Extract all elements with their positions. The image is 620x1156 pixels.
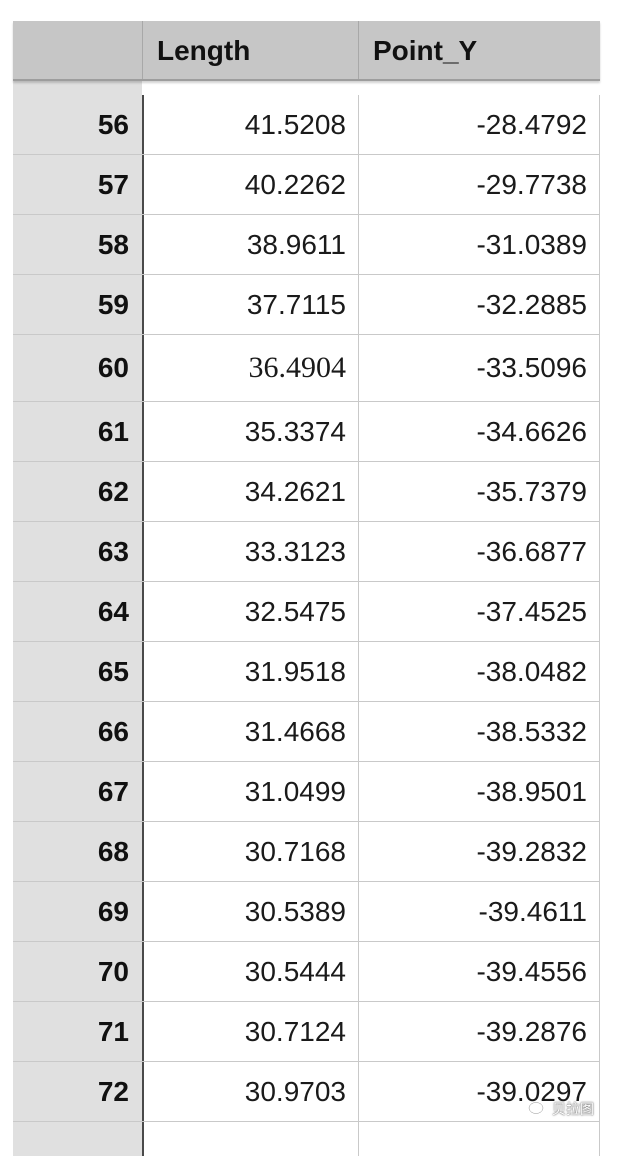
watermark-text: 贝拉图: [552, 1102, 594, 1118]
table-row[interactable]: 65 31.9518 -38.0482: [13, 642, 600, 702]
table-row[interactable]: 58 38.9611 -31.0389: [13, 215, 600, 275]
column-header-row: Length Point_Y: [13, 21, 600, 81]
length-cell[interactable]: 30.7168: [142, 822, 358, 881]
point-y-cell[interactable]: -31.0389: [358, 215, 600, 274]
row-index[interactable]: 62: [13, 462, 142, 521]
point-y-cell[interactable]: -39.4611: [358, 882, 600, 941]
length-cell[interactable]: 31.9518: [142, 642, 358, 701]
watermark: 贝拉图: [528, 1098, 594, 1120]
row-index[interactable]: 63: [13, 522, 142, 581]
point-y-cell[interactable]: -29.7738: [358, 155, 600, 214]
length-cell[interactable]: 36.4904: [142, 335, 358, 401]
length-cell[interactable]: 31.4668: [142, 702, 358, 761]
row-index-empty: [13, 1122, 142, 1156]
corner-header-cell[interactable]: [13, 21, 142, 79]
column-header-length[interactable]: Length: [142, 21, 358, 79]
table-row[interactable]: 67 31.0499 -38.9501: [13, 762, 600, 822]
index-gutter: [13, 81, 142, 95]
row-index[interactable]: 71: [13, 1002, 142, 1061]
point-y-cell-empty: [358, 1122, 600, 1156]
row-index[interactable]: 61: [13, 402, 142, 461]
table-row[interactable]: 57 40.2262 -29.7738: [13, 155, 600, 215]
wechat-icon: [528, 1101, 548, 1117]
point-y-cell[interactable]: -32.2885: [358, 275, 600, 334]
row-index[interactable]: 58: [13, 215, 142, 274]
table-row[interactable]: 59 37.7115 -32.2885: [13, 275, 600, 335]
table-body: 56 41.5208 -28.4792 57 40.2262 -29.7738 …: [13, 95, 600, 1156]
table-row[interactable]: 60 36.4904 -33.5096: [13, 335, 600, 402]
row-index[interactable]: 70: [13, 942, 142, 1001]
point-y-cell[interactable]: -39.2832: [358, 822, 600, 881]
point-y-cell[interactable]: -34.6626: [358, 402, 600, 461]
header-gap: [13, 81, 600, 95]
length-cell[interactable]: 30.5444: [142, 942, 358, 1001]
point-y-cell[interactable]: -37.4525: [358, 582, 600, 641]
table-row[interactable]: 69 30.5389 -39.4611: [13, 882, 600, 942]
spreadsheet: Length Point_Y 56 41.5208 -28.4792 57 40…: [13, 21, 600, 1156]
length-cell[interactable]: 31.0499: [142, 762, 358, 821]
length-cell[interactable]: 38.9611: [142, 215, 358, 274]
row-index[interactable]: 64: [13, 582, 142, 641]
length-cell[interactable]: 41.5208: [142, 95, 358, 154]
point-y-cell[interactable]: -39.4556: [358, 942, 600, 1001]
point-y-cell[interactable]: -33.5096: [358, 335, 600, 401]
length-cell[interactable]: 40.2262: [142, 155, 358, 214]
table-row[interactable]: 64 32.5475 -37.4525: [13, 582, 600, 642]
table-row[interactable]: 62 34.2621 -35.7379: [13, 462, 600, 522]
table-row[interactable]: 56 41.5208 -28.4792: [13, 95, 600, 155]
row-index[interactable]: 68: [13, 822, 142, 881]
row-index[interactable]: 59: [13, 275, 142, 334]
point-y-cell[interactable]: -39.2876: [358, 1002, 600, 1061]
point-y-cell[interactable]: -35.7379: [358, 462, 600, 521]
table-row[interactable]: 63 33.3123 -36.6877: [13, 522, 600, 582]
length-cell[interactable]: 30.5389: [142, 882, 358, 941]
length-cell[interactable]: 30.7124: [142, 1002, 358, 1061]
row-index[interactable]: 56: [13, 95, 142, 154]
table-row[interactable]: 71 30.7124 -39.2876: [13, 1002, 600, 1062]
row-index[interactable]: 67: [13, 762, 142, 821]
point-y-cell[interactable]: -39.0297: [358, 1062, 600, 1121]
point-y-cell[interactable]: -28.4792: [358, 95, 600, 154]
length-cell-empty: [142, 1122, 358, 1156]
point-y-cell[interactable]: -38.0482: [358, 642, 600, 701]
table-row[interactable]: 66 31.4668 -38.5332: [13, 702, 600, 762]
table-row[interactable]: 68 30.7168 -39.2832: [13, 822, 600, 882]
length-cell[interactable]: 34.2621: [142, 462, 358, 521]
table-row[interactable]: 72 30.9703 -39.0297: [13, 1062, 600, 1122]
row-index[interactable]: 66: [13, 702, 142, 761]
length-cell[interactable]: 35.3374: [142, 402, 358, 461]
row-index[interactable]: 65: [13, 642, 142, 701]
length-cell[interactable]: 37.7115: [142, 275, 358, 334]
row-index[interactable]: 69: [13, 882, 142, 941]
table-row[interactable]: 70 30.5444 -39.4556: [13, 942, 600, 1002]
row-index[interactable]: 57: [13, 155, 142, 214]
row-index[interactable]: 72: [13, 1062, 142, 1121]
length-cell[interactable]: 32.5475: [142, 582, 358, 641]
column-header-point-y[interactable]: Point_Y: [358, 21, 600, 79]
length-cell[interactable]: 30.9703: [142, 1062, 358, 1121]
length-cell[interactable]: 33.3123: [142, 522, 358, 581]
point-y-cell[interactable]: -36.6877: [358, 522, 600, 581]
point-y-cell[interactable]: -38.9501: [358, 762, 600, 821]
table-row-partial: [13, 1122, 600, 1156]
point-y-cell[interactable]: -38.5332: [358, 702, 600, 761]
row-index[interactable]: 60: [13, 335, 142, 401]
table-row[interactable]: 61 35.3374 -34.6626: [13, 402, 600, 462]
